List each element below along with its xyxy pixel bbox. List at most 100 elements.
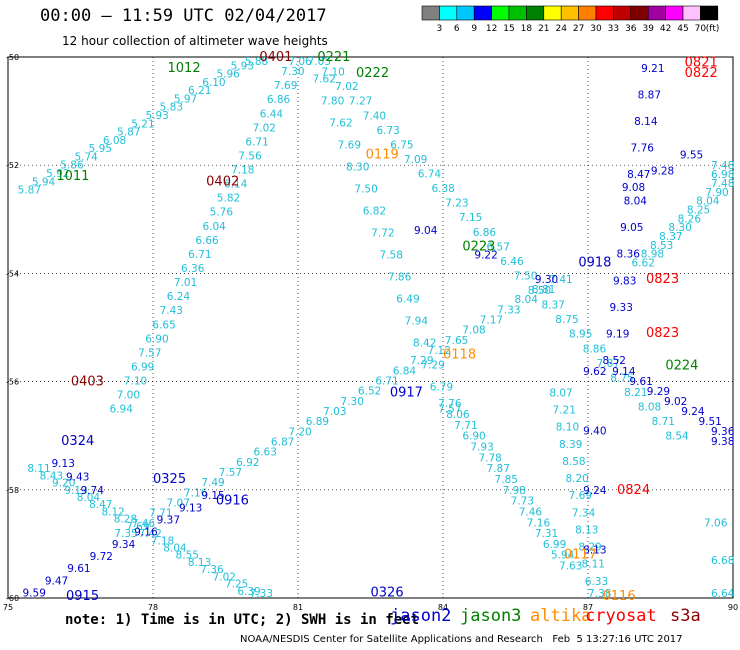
swh-value: 8.54 xyxy=(665,431,689,443)
pass-label: 0823 xyxy=(646,272,679,287)
swh-value: 5.94 xyxy=(32,176,56,188)
swh-value: 6.86 xyxy=(267,94,291,106)
swh-value: 9.51 xyxy=(698,416,721,428)
swh-value: 6.90 xyxy=(462,431,485,443)
scale-tick-label: 36 xyxy=(625,24,637,34)
swh-value: 8.13 xyxy=(583,544,606,556)
scale-tick-label: 9 xyxy=(471,24,477,34)
scale-tick-label: 70 xyxy=(695,24,707,34)
pass-label: 0401 xyxy=(259,50,292,65)
y-tick-label: -58 xyxy=(6,486,19,495)
swh-value: 9.05 xyxy=(620,222,643,234)
swh-value: 5.76 xyxy=(210,207,234,219)
pass-label: 0403 xyxy=(71,375,104,390)
swh-value: 8.21 xyxy=(624,387,647,399)
swh-value: 7.43 xyxy=(160,305,183,317)
scale-tick-label: 12 xyxy=(486,24,497,34)
swh-value: 7.62 xyxy=(313,74,336,86)
swh-value: 9.62 xyxy=(583,366,606,378)
swh-value: 7.87 xyxy=(597,358,620,370)
swh-value: 5.21 xyxy=(131,118,154,130)
swh-value: 7.48 xyxy=(711,178,734,190)
swh-value: 6.89 xyxy=(306,416,329,428)
swh-value: 7.33 xyxy=(497,304,520,316)
pass-label: 1012 xyxy=(168,61,201,76)
swh-value: 9.61 xyxy=(67,563,90,575)
swh-value: 7.18 xyxy=(231,165,254,177)
swh-value: 7.03 xyxy=(323,406,346,418)
swh-value: 7.29 xyxy=(421,360,444,372)
swh-value: 5.82 xyxy=(217,193,240,205)
swh-value: 7.09 xyxy=(404,154,427,166)
swh-value: 9.28 xyxy=(651,166,674,178)
swh-value: 7.78 xyxy=(478,452,501,464)
swh-value: 7.16 xyxy=(527,517,551,529)
swh-value: 6.21 xyxy=(188,85,211,97)
scale-tick-label: 3 xyxy=(437,24,443,34)
swh-value: 6.71 xyxy=(188,249,211,261)
legend-cryosat: cryosat xyxy=(585,606,657,626)
swh-value: 9.40 xyxy=(583,425,606,437)
swh-value: 7.90 xyxy=(705,187,728,199)
swh-value: 7.76 xyxy=(631,142,655,154)
swh-value: 9.21 xyxy=(641,63,664,75)
swh-value: 7.16 xyxy=(184,487,208,499)
swh-value: 9.61 xyxy=(629,376,652,388)
swh-value: 6.75 xyxy=(390,139,413,151)
swh-value: 7.06 xyxy=(288,56,312,68)
swh-value: 6.90 xyxy=(145,333,168,345)
pass-label: 1011 xyxy=(56,169,89,184)
swh-value: 9.36 xyxy=(711,426,735,438)
swh-value: 7.56 xyxy=(238,150,262,162)
swh-value: 8.08 xyxy=(638,402,661,414)
swh-value: 8.50 xyxy=(528,285,551,297)
swh-value: 6.49 xyxy=(396,294,419,306)
swh-value: 7.01 xyxy=(174,277,197,289)
wave-height-map[interactable]: 75 78 81 84 87 90-50-52-54-56-58-605.875.945.… xyxy=(0,0,740,610)
swh-value: 7.31 xyxy=(535,528,558,540)
swh-value: 6.36 xyxy=(181,263,205,275)
swh-value: 7.50 xyxy=(514,270,537,282)
swh-value: 8.36 xyxy=(617,249,641,261)
swh-value: 9.34 xyxy=(112,539,136,551)
swh-value: 6.68 xyxy=(711,555,734,567)
y-tick-label: -52 xyxy=(6,161,19,170)
scale-tick-label: 45 xyxy=(677,24,688,34)
y-tick-label: -60 xyxy=(6,594,19,603)
swh-value: 6.71 xyxy=(245,136,268,148)
swh-value: 9.59 xyxy=(23,588,46,600)
swh-value: 7.50 xyxy=(354,184,377,196)
swh-value: 5.97 xyxy=(174,93,197,105)
swh-value: 6.62 xyxy=(632,258,655,270)
swh-value: 6.14 xyxy=(224,179,248,191)
swh-value: 7.40 xyxy=(363,110,386,122)
swh-value: 7.21 xyxy=(553,405,576,417)
swh-value: 6.79 xyxy=(430,382,453,394)
swh-value: 9.16 xyxy=(134,527,158,539)
swh-value: 6.74 xyxy=(418,169,442,181)
swh-value: 6.46 xyxy=(500,256,524,268)
swh-value: 7.00 xyxy=(117,390,140,402)
swh-value: 5.92 xyxy=(46,168,69,180)
swh-value: 8.11 xyxy=(582,559,605,571)
swh-value: 7.72 xyxy=(371,228,394,240)
swh-value: 8.42 xyxy=(413,338,436,350)
swh-value: 9.13 xyxy=(52,458,75,470)
swh-value: 7.85 xyxy=(495,474,518,486)
swh-value: 9.43 xyxy=(66,471,89,483)
swh-value: 8.13 xyxy=(188,557,211,569)
y-tick-label: -50 xyxy=(6,53,19,62)
swh-value: 9.47 xyxy=(45,575,68,587)
y-tick-label: -54 xyxy=(6,269,19,278)
swh-value: 6.39 xyxy=(237,586,260,598)
swh-value: 7.62 xyxy=(329,118,352,130)
swh-value: 7.76 xyxy=(438,398,462,410)
swh-value: 7.69 xyxy=(274,80,297,92)
swh-value: 6.63 xyxy=(254,447,277,459)
pass-label: 0223 xyxy=(462,239,495,254)
swh-value: 8.30 xyxy=(668,222,691,234)
swh-value: 7.57 xyxy=(219,467,242,479)
scale-tick-label: 42 xyxy=(660,24,671,34)
swh-value: 7.38 xyxy=(588,588,611,600)
swh-value: 7.35 xyxy=(114,528,137,540)
